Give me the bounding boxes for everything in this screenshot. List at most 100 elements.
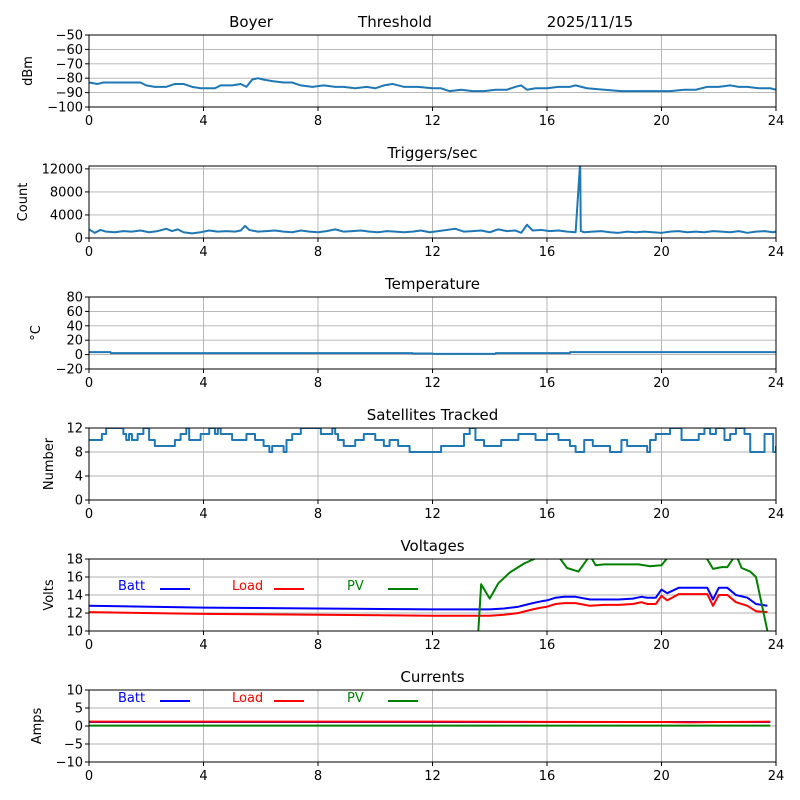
x-tick-label: 16 xyxy=(539,114,556,129)
chart-title: Triggers/sec xyxy=(387,144,478,162)
y-axis-label: Amps xyxy=(30,707,45,744)
y-tick-label: 12 xyxy=(66,422,83,437)
header-station: Boyer xyxy=(229,13,274,31)
grid xyxy=(88,34,777,108)
y-axis-label: dBm xyxy=(21,56,36,86)
series-line-satellites xyxy=(89,428,776,453)
y-tick-label: −80 xyxy=(56,72,83,87)
y-tick-label: −70 xyxy=(56,57,83,72)
x-tick-label: 16 xyxy=(539,245,556,260)
legend: Batt Load PV xyxy=(118,579,418,594)
x-tick-label: 8 xyxy=(314,638,322,653)
chart-title: Currents xyxy=(400,668,464,686)
y-tick-label: 0 xyxy=(75,232,83,247)
series-group xyxy=(89,720,771,727)
y-tick-label: 18 xyxy=(66,553,83,568)
x-tick-label: 4 xyxy=(199,376,207,391)
x-tick-label: 16 xyxy=(539,769,556,784)
chart-panel-triggers: 0 4 8 12 16 20 24 0 4000 8000 12000 Triggers/sec Cou… xyxy=(16,144,784,260)
legend-label: PV xyxy=(347,691,364,706)
series-line-batt xyxy=(89,586,768,611)
series-group xyxy=(89,351,776,355)
y-tick-label: −10 xyxy=(56,756,83,771)
legend-item-pv: PV xyxy=(347,691,418,706)
x-tick-label: 16 xyxy=(539,507,556,522)
y-tick-label: 4 xyxy=(75,470,83,485)
y-axis-label: Count xyxy=(16,183,31,222)
chart-panel-satellites: 0 4 8 12 16 20 24 0 4 8 12 Satellites Tracked Number xyxy=(42,406,784,522)
y-tick-label: −5 xyxy=(64,738,83,753)
x-tick-label: 8 xyxy=(314,114,322,129)
legend-item-batt: Batt xyxy=(118,579,190,594)
x-tick-label: 24 xyxy=(768,507,785,522)
series-line-temperature xyxy=(89,351,776,355)
x-tick-label: 4 xyxy=(199,769,207,784)
y-axis-label: °C xyxy=(29,325,44,341)
chart-title: Temperature xyxy=(384,275,480,293)
x-tick-label: 4 xyxy=(199,245,207,260)
x-tick-label: 12 xyxy=(424,507,441,522)
x-tick-label: 12 xyxy=(424,769,441,784)
grid xyxy=(88,558,777,632)
y-tick-label: 4000 xyxy=(50,208,83,223)
grid xyxy=(88,166,777,239)
y-tick-label: −100 xyxy=(47,101,83,116)
x-tick-label: 12 xyxy=(424,376,441,391)
y-tick-label: −50 xyxy=(56,29,83,44)
y-tick-label: −20 xyxy=(56,363,83,378)
y-tick-label: 20 xyxy=(66,334,83,349)
series-group xyxy=(89,166,776,235)
x-tick-label: 24 xyxy=(768,376,785,391)
chart-panel-signal: 0 4 8 12 16 20 24 −100−90−80−70−60−50 dBm xyxy=(21,29,784,130)
chart-panel-voltages: 0 4 8 12 16 20 24 10 12 14 16 18 Voltages Volts Batt Lo… xyxy=(42,537,784,653)
x-tick-label: 24 xyxy=(768,114,785,129)
x-tick-label: 20 xyxy=(653,376,670,391)
header: Boyer Threshold 2025/11/15 xyxy=(229,13,633,31)
y-tick-label: −60 xyxy=(56,43,83,58)
y-tick-label: 80 xyxy=(66,291,83,306)
x-tick-label: 12 xyxy=(424,114,441,129)
x-tick-label: 0 xyxy=(85,245,93,260)
series-line-signal xyxy=(89,77,776,93)
legend-item-load: Load xyxy=(232,691,304,706)
legend: Batt Load PV xyxy=(118,691,418,706)
header-mode: Threshold xyxy=(357,13,432,31)
x-tick-label: 20 xyxy=(653,245,670,260)
series-group xyxy=(89,77,776,93)
legend-label: Batt xyxy=(118,691,145,706)
x-tick-label: 24 xyxy=(768,245,785,260)
y-tick-label: 0 xyxy=(75,348,83,363)
x-tick-label: 0 xyxy=(85,769,93,784)
x-tick-label: 24 xyxy=(768,638,785,653)
legend-label: PV xyxy=(347,579,364,594)
x-tick-label: 20 xyxy=(653,507,670,522)
y-tick-label: 8 xyxy=(75,446,83,461)
x-tick-label: 0 xyxy=(85,376,93,391)
x-tick-label: 16 xyxy=(539,638,556,653)
series-line-load xyxy=(89,593,768,617)
chart-panel-currents: 0 4 8 12 16 20 24 −10 −5 0 5 10 Currents Amps Batt Load… xyxy=(30,668,784,784)
grid xyxy=(88,427,777,501)
x-tick-label: 12 xyxy=(424,245,441,260)
header-date: 2025/11/15 xyxy=(547,13,633,31)
x-tick-label: 8 xyxy=(314,245,322,260)
legend-label: Load xyxy=(232,579,263,594)
x-tick-label: 4 xyxy=(199,638,207,653)
y-tick-label: 8000 xyxy=(50,185,83,200)
y-tick-label: 14 xyxy=(66,589,83,604)
y-tick-label: 60 xyxy=(66,305,83,320)
legend-label: Batt xyxy=(118,579,145,594)
x-tick-label: 8 xyxy=(314,769,322,784)
y-tick-label: −90 xyxy=(56,86,83,101)
x-tick-label: 24 xyxy=(768,769,785,784)
legend-label: Load xyxy=(232,691,263,706)
x-tick-label: 0 xyxy=(85,638,93,653)
y-tick-label: 0 xyxy=(75,494,83,509)
series-line-pv xyxy=(477,559,769,631)
legend-item-batt: Batt xyxy=(118,691,190,706)
chart-title: Voltages xyxy=(400,537,464,555)
x-tick-label: 20 xyxy=(653,114,670,129)
